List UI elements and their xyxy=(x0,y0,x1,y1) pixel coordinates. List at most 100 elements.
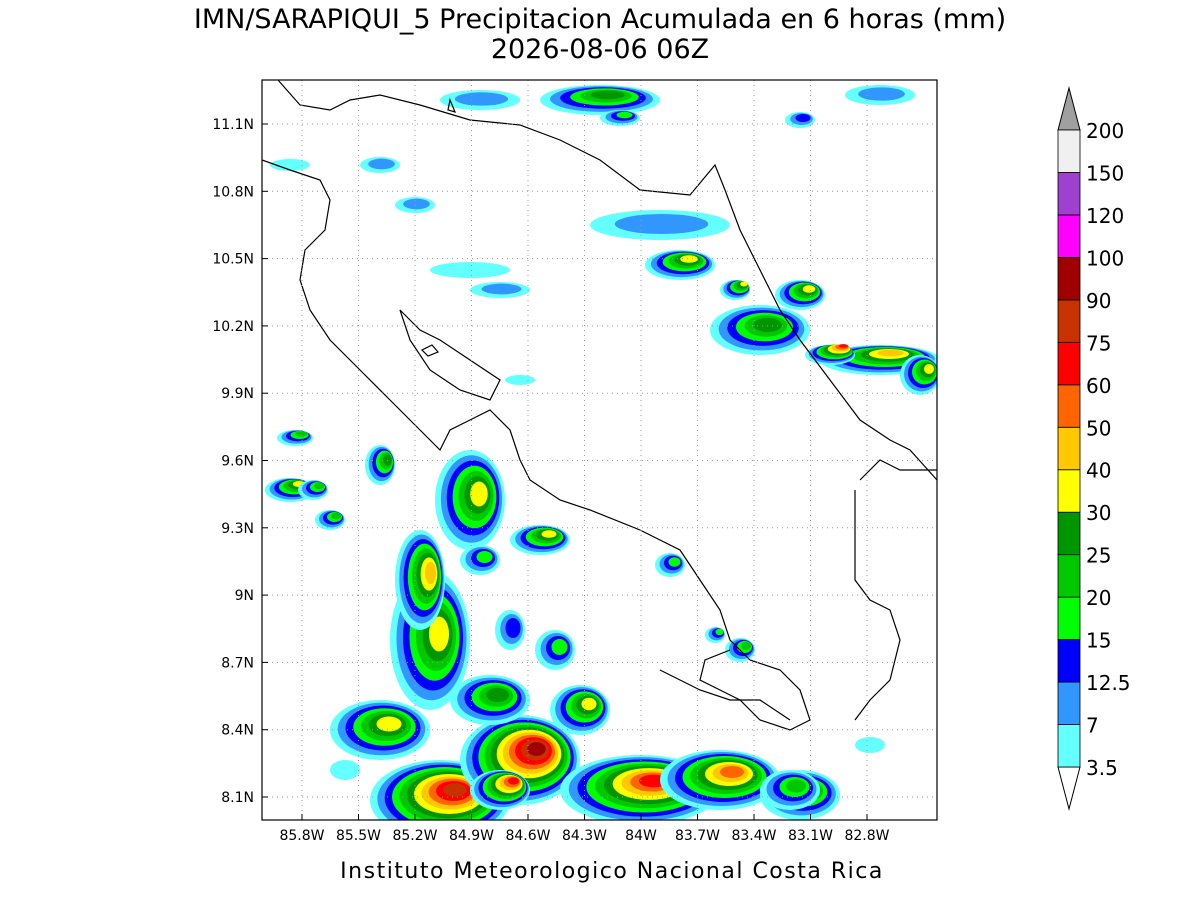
precip-contour xyxy=(753,317,782,333)
precip-contour xyxy=(740,281,748,287)
colorbar-label: 7 xyxy=(1086,714,1099,738)
precip-contour xyxy=(270,159,310,171)
precip-contour xyxy=(403,198,430,210)
colorbar-label: 50 xyxy=(1086,416,1111,440)
lat-label: 8.4N xyxy=(221,723,254,739)
colorbar-label: 12.5 xyxy=(1086,671,1131,695)
precip-contour xyxy=(877,349,904,357)
colorbar-label: 40 xyxy=(1086,459,1111,483)
precip-contour xyxy=(508,777,519,785)
precip-contour xyxy=(616,111,633,119)
lon-label: 85.5W xyxy=(336,828,381,844)
lon-label: 83.7W xyxy=(675,828,720,844)
precip-contour xyxy=(330,760,360,780)
colorbar-box xyxy=(1057,256,1081,301)
lat-label: 9.3N xyxy=(221,521,254,537)
lon-label: 84.9W xyxy=(449,828,494,844)
precip-contour xyxy=(802,285,816,293)
colorbar-box xyxy=(1057,426,1081,471)
precip-contour xyxy=(668,557,681,567)
precip-contour xyxy=(368,158,395,170)
colorbar-box xyxy=(1057,341,1081,386)
colorbar-box xyxy=(1057,214,1081,258)
lat-label: 10.5N xyxy=(212,252,254,268)
precip-contour xyxy=(486,687,509,703)
lon-label: 84.3W xyxy=(562,828,607,844)
precip-contour xyxy=(430,262,510,278)
precip-contour xyxy=(551,639,568,655)
lon-label: 85.8W xyxy=(279,828,324,844)
lat-label: 11.1N xyxy=(212,117,254,133)
colorbar-label: 100 xyxy=(1086,246,1124,270)
lat-label: 8.7N xyxy=(221,655,254,671)
precip-contour xyxy=(481,283,522,295)
precip-contour xyxy=(541,530,557,538)
colorbar-box xyxy=(1057,511,1081,556)
lat-label: 9N xyxy=(235,588,254,604)
lat-label: 10.2N xyxy=(212,319,254,335)
precip-contour xyxy=(858,87,905,101)
colorbar-box xyxy=(1057,129,1081,173)
colorbar-box xyxy=(1057,172,1081,216)
precip-contour xyxy=(470,481,488,507)
colorbar-box xyxy=(1057,724,1081,768)
lat-label: 9.6N xyxy=(221,454,254,470)
colorbar-box xyxy=(1057,299,1081,343)
colorbar-box xyxy=(1057,384,1081,428)
lon-label: 85.2W xyxy=(392,828,437,844)
lat-label: 9.9N xyxy=(221,386,254,402)
colorbar-box xyxy=(1057,554,1081,598)
colorbar-box xyxy=(1057,596,1081,641)
colorbar-label: 20 xyxy=(1086,586,1111,610)
lat-label: 8.1N xyxy=(221,790,254,806)
precip-contour xyxy=(314,482,324,490)
precip-contour xyxy=(429,616,449,652)
precip-contour xyxy=(741,642,751,650)
title: IMN/SARAPIQUI_5 Precipitacion Acumulada … xyxy=(194,4,1006,35)
lon-label: 84W xyxy=(625,828,657,844)
precip-contour xyxy=(614,214,709,234)
precip-contour xyxy=(581,697,597,711)
precip-contour xyxy=(376,716,402,732)
precip-contour xyxy=(924,364,934,374)
colorbar-label: 200 xyxy=(1086,119,1124,143)
precip-contour xyxy=(443,783,467,797)
credit: Instituto Meteorologico Nacional Costa R… xyxy=(340,859,884,884)
colorbar-min-arrow xyxy=(1057,766,1081,811)
precip-contour xyxy=(331,512,341,520)
precip-contour xyxy=(505,618,521,638)
lon-label: 83.1W xyxy=(788,828,833,844)
lon-label: 82.8W xyxy=(844,828,889,844)
colorbar-label: 30 xyxy=(1086,501,1111,525)
precip-contour xyxy=(590,90,625,100)
precip-contour xyxy=(680,255,698,263)
precip-contour xyxy=(795,114,811,122)
precip-contour xyxy=(527,742,546,756)
colorbar-label: 25 xyxy=(1086,544,1111,568)
precip-contour xyxy=(505,375,535,385)
colorbar-label: 15 xyxy=(1086,629,1111,653)
colorbar: 3.5 7 12.5 15 20 25 30 40 50 60 75 90 100 120 150 200 xyxy=(1057,86,1131,811)
colorbar-max-arrow xyxy=(1057,86,1081,131)
precip-contour xyxy=(855,737,885,753)
graticule xyxy=(262,80,937,820)
lon-label: 84.6W xyxy=(505,828,550,844)
precip-contour xyxy=(786,779,806,793)
precip-field xyxy=(265,85,937,820)
map-frame xyxy=(261,79,938,821)
colorbar-label: 60 xyxy=(1086,374,1111,398)
precip-contour xyxy=(424,561,437,585)
precip-contour xyxy=(454,92,509,106)
lon-label: 83.4W xyxy=(731,828,776,844)
colorbar-label: 75 xyxy=(1086,331,1111,355)
colorbar-label: 150 xyxy=(1086,161,1124,185)
subtitle: 2026-08-06 06Z xyxy=(491,34,709,65)
precip-contour xyxy=(715,628,724,636)
lat-label: 10.8N xyxy=(212,184,254,200)
colorbar-label: 3.5 xyxy=(1086,756,1118,780)
colorbar-box xyxy=(1057,639,1081,683)
colorbar-label: 90 xyxy=(1086,289,1111,313)
colorbar-box xyxy=(1057,681,1081,725)
